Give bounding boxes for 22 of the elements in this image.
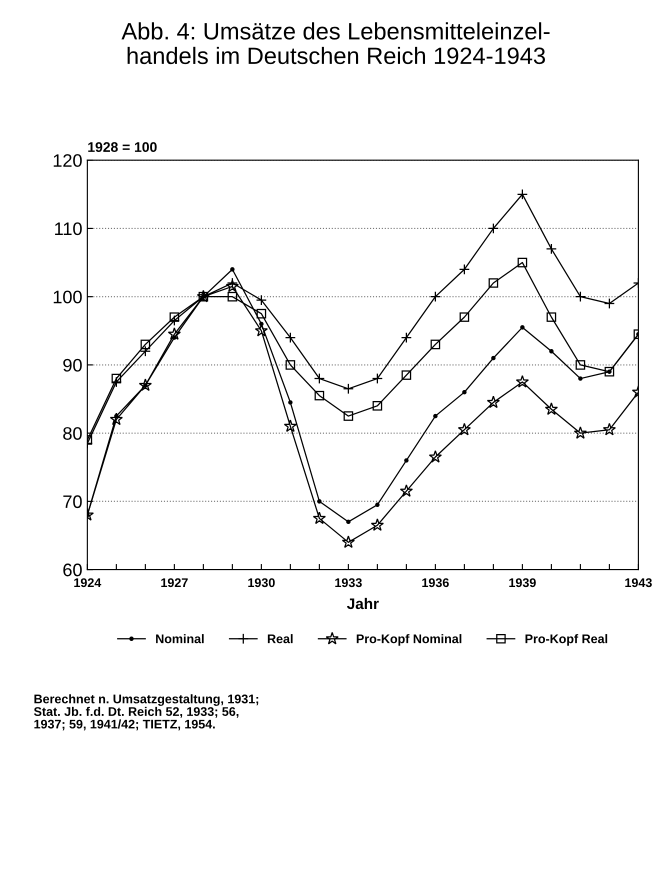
x-tick-label: 1943 — [625, 578, 652, 588]
y-tick-label: 80 — [63, 427, 82, 440]
x-tick-label: 1939 — [509, 578, 536, 588]
x-tick-label: 1933 — [335, 578, 362, 588]
legend-label: Pro-Kopf Real — [526, 634, 608, 646]
y-tick-label: 90 — [63, 358, 82, 372]
y-tick-label: 110 — [55, 222, 82, 236]
y-tick-label: 70 — [63, 495, 82, 508]
x-tick-label: 1936 — [422, 578, 449, 588]
legend-label: Pro-Kopf Nominal — [356, 634, 462, 646]
x-tick-label: 1924 — [74, 578, 102, 588]
legend-label: Nominal — [156, 634, 204, 644]
legend-label: Real — [268, 634, 293, 644]
y-tick-label: 120 — [54, 154, 82, 167]
x-tick-label: 1927 — [161, 578, 188, 588]
y-axis-title: 1928 = 100 — [88, 142, 157, 152]
chart-title: Abb. 4: Umsätze des Lebensmitteleinzel- handels im Deutschen Reich 1924-1943 — [121, 22, 550, 64]
text: Berechnet n. Umsatzgestaltung, 1931; Stat. Jb. f.d. Dt. Reich 52, 1933; 56, 1937; 59, 1941/42; TIETZ, 1954. — [34, 694, 258, 730]
x-axis-title: Jahr — [346, 598, 379, 610]
y-tick-label: 60 — [63, 564, 82, 576]
x-tick-label: 1930 — [248, 578, 275, 588]
y-tick-label: 100 — [54, 290, 82, 304]
